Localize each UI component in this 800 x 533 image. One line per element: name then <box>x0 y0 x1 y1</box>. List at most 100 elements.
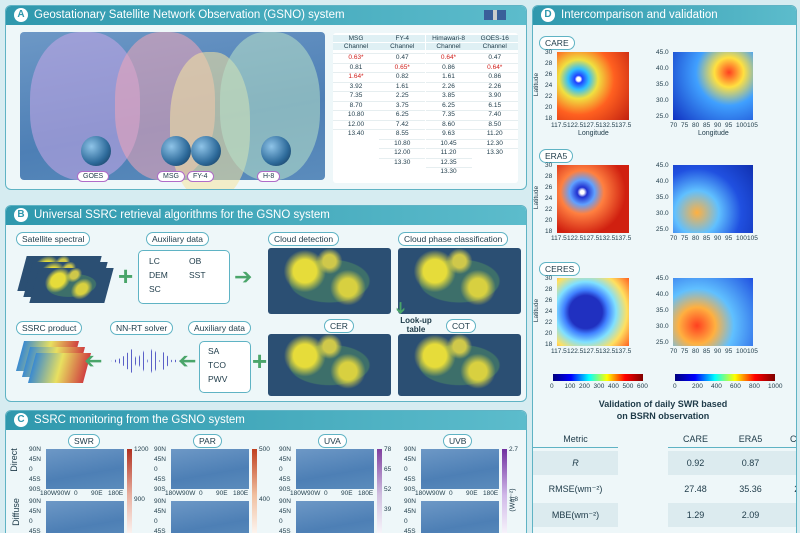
table-cell: 12.00 <box>379 148 426 156</box>
monitor-map <box>296 449 374 489</box>
table-header: Himawari-8 <box>425 35 472 42</box>
plus: + <box>118 261 134 291</box>
lat-tick: 90N <box>404 498 416 505</box>
table-header: Channel <box>333 43 379 50</box>
table-cell: 7.42 <box>379 119 426 128</box>
lat-tick: 30.0 <box>656 210 669 217</box>
panel-header: Intercomparison and validation <box>533 6 796 25</box>
lat-tick: 26 <box>545 184 553 191</box>
lat-tick: 45N <box>279 508 291 515</box>
colorbar-tick: 65 <box>384 466 392 473</box>
lon-tick: 85 <box>703 122 711 129</box>
colorbar <box>553 374 643 381</box>
axis-label: Latitude <box>533 72 541 97</box>
lon-tick: 122.5 <box>567 348 584 355</box>
lat-tick: 0 <box>404 466 408 473</box>
lat-tick: 25.0 <box>656 339 669 346</box>
table-header: ERA5 <box>723 434 778 448</box>
colorbar <box>502 449 507 533</box>
plus: + <box>252 346 268 376</box>
row-label: Diffuse <box>10 498 21 526</box>
table-header: CERES <box>778 434 796 448</box>
lon-tick: 132.5 <box>599 348 616 355</box>
lat-tick: 45N <box>29 508 41 515</box>
colorbar-tick: 400 <box>259 496 270 503</box>
lat-tick: 24 <box>545 308 553 315</box>
table-cell: 3.75 <box>379 100 426 109</box>
table-cell: 10.45 <box>425 138 472 147</box>
lon-tick: 70 <box>670 122 678 129</box>
panel: Intercomparison and validation D CARE Latit… <box>532 5 797 533</box>
lat-tick: 45.0 <box>656 275 669 282</box>
aux-item: SA <box>208 346 220 356</box>
lookup-label: Look-up table <box>400 316 432 334</box>
lat-tick: 18 <box>545 341 553 348</box>
lat-tick: 25.0 <box>656 226 669 233</box>
lon-tick: 105 <box>747 122 758 129</box>
colorbar-tick: 200 <box>579 383 590 390</box>
label: ERA5 <box>539 149 574 163</box>
lon-tick: 100 <box>736 235 747 242</box>
lon-tick: 95 <box>725 122 733 129</box>
channel-table: MSG Channel 0.63* 0.81 1.64* 3.92 7.35 8.70 10.8… <box>333 33 518 183</box>
monitor-map <box>171 449 249 489</box>
table-header: Channel <box>379 43 426 50</box>
label: CARE <box>539 36 575 50</box>
table-cell: 1.61 <box>379 81 426 90</box>
colorbar-tick: 0 <box>673 383 677 390</box>
table-cell: 1.64* <box>333 72 379 80</box>
lon-tick: 105 <box>747 348 758 355</box>
monitor-map <box>46 501 124 533</box>
lon-tick: 95 <box>725 235 733 242</box>
lon-tick: 122.5 <box>567 122 584 129</box>
lat-tick: 90S <box>29 486 41 493</box>
lat-tick: 90N <box>154 498 166 505</box>
table-cell: RMSE(wm⁻²) <box>548 484 603 494</box>
colorbar-tick: 400 <box>608 383 619 390</box>
lon-tick: 90W <box>307 490 321 497</box>
table-header: Channel <box>425 43 472 50</box>
lon-tick: 137.5 <box>615 122 632 129</box>
validation-title: Validation of daily SWR based on BSRN ob… <box>598 399 728 421</box>
lat-tick: 0 <box>29 466 33 473</box>
lat-tick: 90S <box>404 486 416 493</box>
lat-tick: 40.0 <box>656 291 669 298</box>
lon-tick: 105 <box>747 235 758 242</box>
lat-tick: 18 <box>545 228 553 235</box>
lon-tick: 90W <box>432 490 446 497</box>
table-cell: 1.29 <box>668 503 723 527</box>
label: Satellite spectral <box>16 232 91 246</box>
lat-tick: 90N <box>279 498 291 505</box>
table-header: MSG <box>333 35 379 42</box>
lon-tick: 90E <box>341 490 353 497</box>
lon-tick: 75 <box>681 122 689 129</box>
lon-tick: 117.5 <box>551 122 567 129</box>
panel-header: Universal SSRC retrieval algorithms for … <box>6 206 526 225</box>
table-cell: 0.86 <box>471 72 518 80</box>
colorbar-tick: 300 <box>593 383 605 390</box>
table-cell: 7.35 <box>333 91 379 99</box>
lon-tick: 180E <box>233 490 249 497</box>
lon-tick: 137.5 <box>615 348 632 355</box>
table-cell: 0.91 <box>778 451 796 475</box>
lat-tick: 24 <box>545 195 553 202</box>
lat-tick: 30.0 <box>656 323 669 330</box>
table-cell: 3.90 <box>471 91 518 99</box>
panel: SSRC monitoring from the GSNO system C Dir… <box>5 410 527 533</box>
colorbar-tick: 600 <box>637 383 648 390</box>
lat-tick: 45N <box>154 456 166 463</box>
lat-tick: 0 <box>29 518 33 525</box>
colorbar-tick: 500 <box>259 446 270 453</box>
lat-tick: 0 <box>154 466 158 473</box>
monitor-map <box>171 501 249 533</box>
lat-tick: 0 <box>279 466 283 473</box>
panel-letter: B <box>14 208 28 222</box>
lon-tick: 127.5 <box>583 235 600 242</box>
lon-tick: 137.5 <box>615 235 632 242</box>
label: CERES <box>539 262 581 276</box>
table-cell: 2.09 <box>723 503 778 527</box>
lat-tick: 40.0 <box>656 178 669 185</box>
table-header: FY-4 <box>379 35 426 42</box>
lon-tick: 70 <box>670 348 678 355</box>
lon-tick: 85 <box>703 348 711 355</box>
